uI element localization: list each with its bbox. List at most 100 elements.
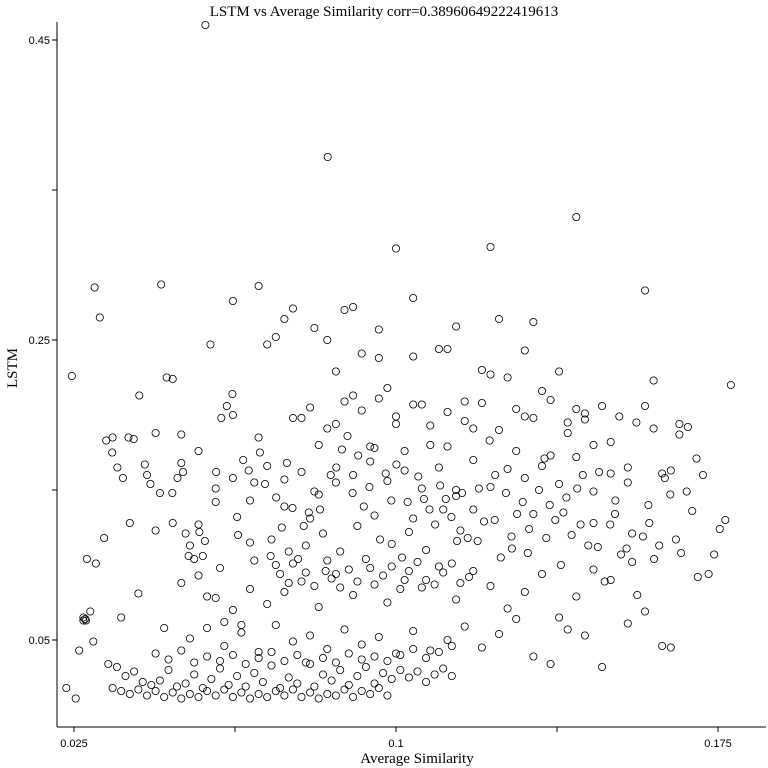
data-point bbox=[211, 691, 220, 700]
data-point bbox=[391, 412, 400, 421]
data-point bbox=[354, 451, 363, 460]
data-point bbox=[567, 531, 576, 540]
data-point bbox=[138, 678, 147, 687]
data-point bbox=[469, 505, 478, 514]
data-point bbox=[104, 660, 113, 669]
data-point bbox=[518, 497, 527, 506]
data-point bbox=[677, 549, 686, 558]
data-point bbox=[638, 532, 647, 541]
data-point bbox=[474, 484, 483, 493]
data-point bbox=[108, 448, 117, 457]
data-point bbox=[692, 454, 701, 463]
data-point bbox=[112, 663, 121, 672]
data-point bbox=[357, 687, 366, 696]
axes: 0.05 0.25 0.45 0.025 0.1 0.175 bbox=[29, 22, 766, 750]
data-point bbox=[436, 481, 445, 490]
data-point bbox=[195, 528, 204, 537]
data-point bbox=[220, 642, 229, 651]
data-point bbox=[297, 467, 306, 476]
data-point bbox=[118, 473, 127, 482]
data-point bbox=[434, 344, 443, 353]
data-point bbox=[641, 286, 650, 295]
data-point bbox=[318, 654, 327, 663]
data-point bbox=[288, 413, 297, 422]
data-point bbox=[306, 514, 315, 523]
data-point bbox=[306, 688, 315, 697]
data-point bbox=[589, 487, 598, 496]
data-point bbox=[254, 648, 263, 657]
data-point bbox=[318, 529, 327, 538]
data-point bbox=[263, 340, 272, 349]
data-point bbox=[130, 667, 139, 676]
data-point bbox=[658, 469, 667, 478]
data-point bbox=[142, 691, 151, 700]
data-point bbox=[349, 693, 358, 702]
data-point bbox=[370, 511, 379, 520]
data-point bbox=[179, 467, 188, 476]
data-point bbox=[336, 583, 345, 592]
data-point bbox=[606, 576, 615, 585]
data-point bbox=[168, 688, 177, 697]
data-point bbox=[409, 400, 418, 409]
data-point bbox=[496, 553, 505, 562]
data-point bbox=[366, 442, 375, 451]
data-point bbox=[460, 397, 469, 406]
data-point bbox=[304, 508, 313, 517]
data-point bbox=[452, 537, 461, 546]
data-point bbox=[299, 522, 308, 531]
data-point bbox=[477, 643, 486, 652]
data-point bbox=[323, 556, 332, 565]
data-point bbox=[606, 520, 615, 529]
data-point bbox=[62, 684, 71, 693]
data-point bbox=[343, 431, 352, 440]
data-point bbox=[443, 407, 452, 416]
data-point bbox=[272, 493, 281, 502]
data-point bbox=[520, 588, 529, 597]
data-point bbox=[228, 693, 237, 702]
data-point bbox=[245, 694, 254, 703]
data-point bbox=[255, 448, 264, 457]
data-point bbox=[284, 579, 293, 588]
data-point bbox=[439, 505, 448, 514]
data-point bbox=[327, 676, 336, 685]
data-point bbox=[422, 546, 431, 555]
data-point bbox=[434, 562, 443, 571]
data-point bbox=[403, 497, 412, 506]
data-point bbox=[400, 466, 409, 475]
data-point bbox=[452, 491, 461, 500]
data-point bbox=[623, 463, 632, 472]
data-point bbox=[250, 556, 259, 565]
data-point bbox=[507, 532, 516, 541]
data-point bbox=[190, 658, 199, 667]
data-point bbox=[361, 555, 370, 564]
data-point bbox=[494, 314, 503, 323]
data-point bbox=[142, 470, 151, 479]
data-point bbox=[409, 627, 418, 636]
data-point bbox=[387, 540, 396, 549]
data-points bbox=[62, 20, 735, 703]
data-point bbox=[376, 535, 385, 544]
data-point bbox=[314, 440, 323, 449]
data-point bbox=[157, 280, 166, 289]
data-point bbox=[606, 437, 615, 446]
data-point bbox=[89, 637, 98, 646]
data-point bbox=[340, 685, 349, 694]
data-point bbox=[215, 664, 224, 673]
data-point bbox=[559, 508, 568, 517]
data-point bbox=[374, 394, 383, 403]
data-point bbox=[293, 679, 302, 688]
data-point bbox=[280, 475, 289, 484]
data-point bbox=[374, 325, 383, 334]
data-point bbox=[595, 467, 604, 476]
data-point bbox=[417, 400, 426, 409]
data-point bbox=[379, 669, 388, 678]
data-point bbox=[645, 519, 654, 528]
data-point bbox=[370, 679, 379, 688]
data-point bbox=[666, 466, 675, 475]
data-point bbox=[203, 652, 212, 661]
data-point bbox=[507, 544, 516, 553]
data-point bbox=[185, 690, 194, 699]
data-point bbox=[520, 412, 529, 421]
data-point bbox=[396, 666, 405, 675]
data-point bbox=[91, 559, 100, 568]
